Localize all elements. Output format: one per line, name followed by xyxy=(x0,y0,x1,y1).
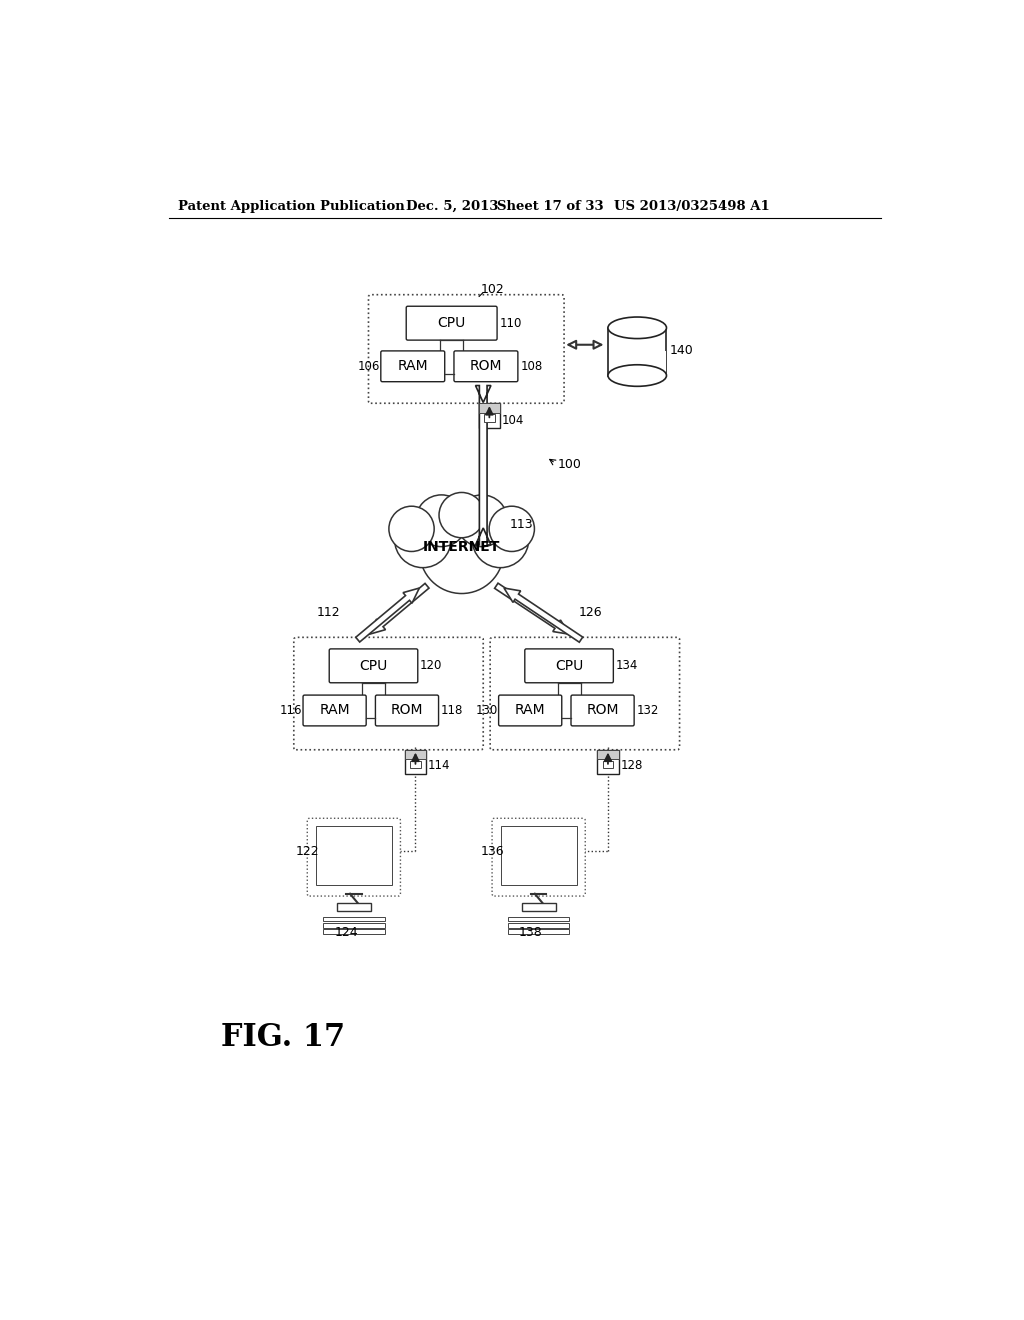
Text: 110: 110 xyxy=(500,317,522,330)
Text: 106: 106 xyxy=(357,360,380,372)
FancyBboxPatch shape xyxy=(303,696,367,726)
Text: 114: 114 xyxy=(428,759,451,772)
FancyBboxPatch shape xyxy=(381,351,444,381)
Text: 140: 140 xyxy=(670,345,693,358)
Polygon shape xyxy=(370,583,429,635)
Polygon shape xyxy=(504,589,583,643)
Bar xyxy=(602,760,613,768)
Circle shape xyxy=(389,506,434,552)
Text: Dec. 5, 2013: Dec. 5, 2013 xyxy=(407,199,499,213)
FancyBboxPatch shape xyxy=(407,306,497,341)
Text: 104: 104 xyxy=(502,413,524,426)
Text: CPU: CPU xyxy=(437,317,466,330)
FancyBboxPatch shape xyxy=(294,638,483,750)
Bar xyxy=(478,404,500,428)
Circle shape xyxy=(394,511,452,568)
Bar xyxy=(323,929,385,933)
Bar xyxy=(597,750,618,775)
Text: 126: 126 xyxy=(579,606,602,619)
Bar xyxy=(508,917,569,921)
Text: INTERNET: INTERNET xyxy=(423,540,501,554)
Bar xyxy=(508,923,569,928)
Bar xyxy=(337,903,371,911)
Circle shape xyxy=(472,511,528,568)
Text: US 2013/0325498 A1: US 2013/0325498 A1 xyxy=(614,199,770,213)
Bar xyxy=(323,917,385,921)
Circle shape xyxy=(439,492,484,537)
Text: 120: 120 xyxy=(420,659,442,672)
Bar xyxy=(521,903,556,911)
Text: ROM: ROM xyxy=(391,704,423,718)
FancyBboxPatch shape xyxy=(499,696,562,726)
Text: 136: 136 xyxy=(481,845,505,858)
Bar xyxy=(597,750,618,759)
FancyBboxPatch shape xyxy=(571,696,634,726)
Bar xyxy=(478,404,500,412)
Text: Patent Application Publication: Patent Application Publication xyxy=(178,199,406,213)
Polygon shape xyxy=(355,589,419,642)
Text: CPU: CPU xyxy=(555,659,584,673)
FancyBboxPatch shape xyxy=(330,649,418,682)
Text: 112: 112 xyxy=(316,606,341,619)
Text: CPU: CPU xyxy=(359,659,388,673)
FancyBboxPatch shape xyxy=(493,818,586,896)
Bar xyxy=(501,826,577,886)
FancyBboxPatch shape xyxy=(307,818,400,896)
Circle shape xyxy=(456,495,508,546)
Text: 118: 118 xyxy=(441,704,463,717)
FancyBboxPatch shape xyxy=(376,696,438,726)
Bar xyxy=(315,826,392,886)
Text: 138: 138 xyxy=(519,925,543,939)
Circle shape xyxy=(420,510,504,594)
Text: 132: 132 xyxy=(637,704,658,717)
Text: 128: 128 xyxy=(621,759,643,772)
Text: 116: 116 xyxy=(280,704,302,717)
Text: Sheet 17 of 33: Sheet 17 of 33 xyxy=(497,199,604,213)
Text: 134: 134 xyxy=(615,659,638,672)
Bar xyxy=(484,414,495,422)
Bar xyxy=(608,327,667,376)
Text: FIG. 17: FIG. 17 xyxy=(221,1022,345,1053)
Text: RAM: RAM xyxy=(397,359,428,374)
Bar xyxy=(404,750,426,759)
Bar xyxy=(404,750,426,775)
Text: 108: 108 xyxy=(520,360,543,372)
Bar xyxy=(508,929,569,933)
Circle shape xyxy=(489,506,535,552)
Text: ROM: ROM xyxy=(587,704,618,718)
FancyBboxPatch shape xyxy=(490,638,680,750)
Text: 130: 130 xyxy=(475,704,498,717)
Text: 122: 122 xyxy=(296,845,319,858)
Text: 102: 102 xyxy=(481,282,505,296)
Circle shape xyxy=(416,495,467,546)
Text: RAM: RAM xyxy=(515,704,546,718)
Text: RAM: RAM xyxy=(319,704,350,718)
Ellipse shape xyxy=(608,364,667,387)
Text: 113: 113 xyxy=(509,517,534,531)
Ellipse shape xyxy=(608,317,667,339)
Polygon shape xyxy=(475,385,490,545)
Text: 124: 124 xyxy=(335,925,358,939)
FancyBboxPatch shape xyxy=(369,294,564,404)
Bar xyxy=(410,760,421,768)
Text: 100: 100 xyxy=(558,458,582,471)
Bar xyxy=(323,923,385,928)
FancyBboxPatch shape xyxy=(524,649,613,682)
Bar xyxy=(608,351,666,375)
Text: ROM: ROM xyxy=(470,359,502,374)
Polygon shape xyxy=(495,583,569,635)
FancyBboxPatch shape xyxy=(454,351,518,381)
